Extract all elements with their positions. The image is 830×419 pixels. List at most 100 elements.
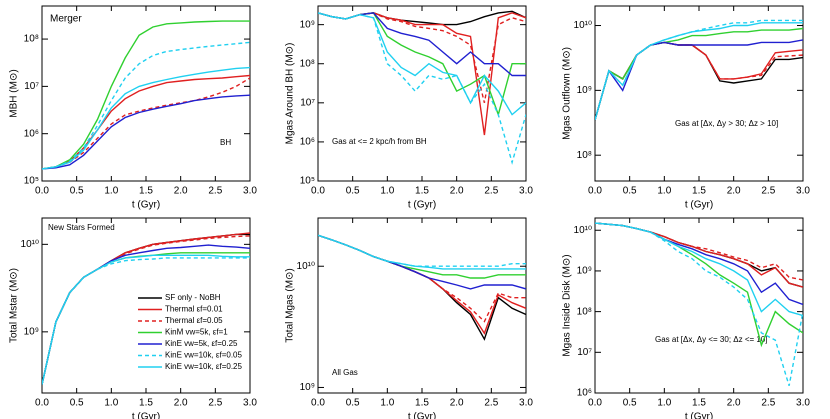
series-line bbox=[42, 66, 250, 170]
y-tick-label: 10⁸ bbox=[24, 34, 39, 45]
series-line bbox=[318, 12, 526, 116]
legend-label: KinE vw=10k, εf=0.25 bbox=[165, 362, 242, 371]
y-axis-label: MBH (M⊙) bbox=[9, 69, 20, 117]
panel: 0.0 0.5 1.0 1.5 2.0 2.5 3.0 10⁹ 10¹⁰ t (Gyr) Total… bbox=[9, 217, 257, 419]
plot-frame bbox=[594, 217, 804, 394]
y-tick-label: 10⁵ bbox=[300, 176, 315, 187]
series-line bbox=[42, 77, 250, 170]
annotation: Gas at [Δx, Δy > 30; Δz > 10] bbox=[675, 119, 778, 128]
x-tick-label: 0.5 bbox=[346, 398, 360, 409]
x-axis-label: t (Gyr) bbox=[408, 200, 436, 211]
x-tick-label: 2.0 bbox=[174, 186, 188, 197]
x-tick-label: 1.0 bbox=[380, 186, 394, 197]
x-tick-label: 1.5 bbox=[692, 398, 706, 409]
series-line bbox=[42, 20, 250, 170]
y-tick-label: 10⁹ bbox=[300, 19, 315, 30]
y-tick-label: 10⁷ bbox=[24, 81, 39, 92]
x-tick-label: 3.0 bbox=[519, 186, 533, 197]
legend-label: SF only - NoBH bbox=[165, 293, 221, 302]
x-tick-label: 2.5 bbox=[761, 186, 775, 197]
series-line bbox=[595, 222, 803, 387]
series-line bbox=[595, 22, 803, 121]
y-tick-label: 10⁵ bbox=[24, 176, 39, 187]
series-line bbox=[42, 94, 250, 170]
series-line bbox=[595, 222, 803, 317]
y-tick-label: 10⁸ bbox=[300, 58, 315, 69]
x-tick-label: 1.5 bbox=[139, 398, 153, 409]
x-tick-label: 1.5 bbox=[692, 186, 706, 197]
x-tick-label: 1.0 bbox=[104, 186, 118, 197]
y-tick-label: 10⁹ bbox=[577, 85, 592, 96]
x-tick-label: 1.5 bbox=[415, 186, 429, 197]
series-line bbox=[318, 12, 526, 136]
x-tick-label: 0.5 bbox=[623, 186, 637, 197]
x-tick-label: 1.5 bbox=[139, 186, 153, 197]
annotation: Gas at [Δx, Δy <= 30; Δz <= 10] bbox=[655, 335, 768, 344]
panel: 0.0 0.5 1.0 1.5 2.0 2.5 3.0 10⁹ 10¹⁰ t (Gyr) Total… bbox=[285, 217, 533, 419]
annotation: Gas at <= 2 kpc/h from BH bbox=[332, 137, 427, 146]
x-tick-label: 2.5 bbox=[761, 398, 775, 409]
x-tick-label: 0.5 bbox=[623, 398, 637, 409]
panel: 0.0 0.5 1.0 1.5 2.0 2.5 3.0 10⁵ 10⁶ 10⁷ 10⁸ 10⁹ t (G… bbox=[285, 5, 533, 211]
x-tick-label: 3.0 bbox=[796, 186, 810, 197]
y-axis-label: Mgas Outflown (M⊙) bbox=[562, 47, 573, 140]
y-tick-label: 10⁹ bbox=[577, 266, 592, 277]
y-tick-label: 10¹⁰ bbox=[574, 225, 592, 236]
series-line bbox=[318, 234, 526, 341]
x-tick-label: 3.0 bbox=[243, 186, 257, 197]
y-tick-label: 10⁷ bbox=[577, 347, 592, 358]
x-tick-label: 2.0 bbox=[727, 186, 741, 197]
x-tick-label: 1.0 bbox=[657, 186, 671, 197]
series-line bbox=[42, 254, 250, 385]
series-line bbox=[318, 234, 526, 270]
x-axis-label: t (Gyr) bbox=[685, 412, 713, 419]
series-line bbox=[595, 222, 803, 281]
x-axis-label: t (Gyr) bbox=[132, 200, 160, 211]
legend-label: KinE vw=5k, εf=0.25 bbox=[165, 339, 238, 348]
panel: 0.0 0.5 1.0 1.5 2.0 2.5 3.0 10⁵ 10⁶ 10⁷ 10⁸ t (Gyr)… bbox=[9, 5, 257, 211]
x-tick-label: 3.0 bbox=[519, 398, 533, 409]
x-tick-label: 0.0 bbox=[311, 398, 325, 409]
x-tick-label: 0.5 bbox=[70, 398, 84, 409]
legend-label: KinM vw=5k, εf=1 bbox=[165, 328, 228, 337]
x-tick-label: 1.0 bbox=[657, 398, 671, 409]
x-tick-label: 2.0 bbox=[174, 398, 188, 409]
y-axis-label: Mgas Around BH (M⊙) bbox=[285, 43, 296, 145]
x-tick-label: 0.5 bbox=[346, 186, 360, 197]
series-line bbox=[595, 39, 803, 121]
annotation: New Stars Formed bbox=[48, 223, 115, 232]
x-tick-label: 0.0 bbox=[35, 186, 49, 197]
x-tick-label: 2.5 bbox=[484, 398, 498, 409]
legend-label: KinE vw=10k, εf=0.05 bbox=[165, 351, 242, 360]
series-line bbox=[595, 27, 803, 121]
y-tick-label: 10⁶ bbox=[577, 388, 592, 399]
x-tick-label: 2.5 bbox=[208, 398, 222, 409]
x-axis-label: t (Gyr) bbox=[685, 200, 713, 211]
series-line bbox=[318, 234, 526, 290]
y-tick-label: 10⁸ bbox=[577, 306, 592, 317]
y-tick-label: 10¹⁰ bbox=[21, 239, 39, 250]
y-axis-label: Total Mgas (M⊙) bbox=[285, 268, 296, 343]
series-line bbox=[595, 222, 803, 348]
y-axis-label: Mgas Inside Disk (M⊙) bbox=[562, 254, 573, 356]
y-tick-label: 10⁶ bbox=[300, 137, 315, 148]
y-tick-label: 10⁶ bbox=[24, 128, 39, 139]
x-tick-label: 2.0 bbox=[727, 398, 741, 409]
plot-frame bbox=[594, 5, 804, 182]
x-tick-label: 0.0 bbox=[588, 398, 602, 409]
x-tick-label: 3.0 bbox=[796, 398, 810, 409]
y-tick-label: 10⁸ bbox=[577, 150, 592, 161]
series-line bbox=[318, 234, 526, 279]
y-axis-label: Total Mstar (M⊙) bbox=[9, 268, 20, 343]
y-tick-label: 10⁹ bbox=[24, 326, 39, 337]
annotation: BH bbox=[220, 138, 231, 147]
series-line bbox=[318, 234, 526, 267]
x-tick-label: 0.0 bbox=[588, 186, 602, 197]
panel: 0.0 0.5 1.0 1.5 2.0 2.5 3.0 10⁸ 10⁹ 10¹⁰ t (Gyr) Mg… bbox=[562, 5, 810, 211]
x-tick-label: 1.0 bbox=[104, 398, 118, 409]
x-tick-label: 0.0 bbox=[311, 186, 325, 197]
x-axis-label: t (Gyr) bbox=[408, 412, 436, 419]
x-tick-label: 1.0 bbox=[380, 398, 394, 409]
y-tick-label: 10¹⁰ bbox=[574, 20, 592, 31]
